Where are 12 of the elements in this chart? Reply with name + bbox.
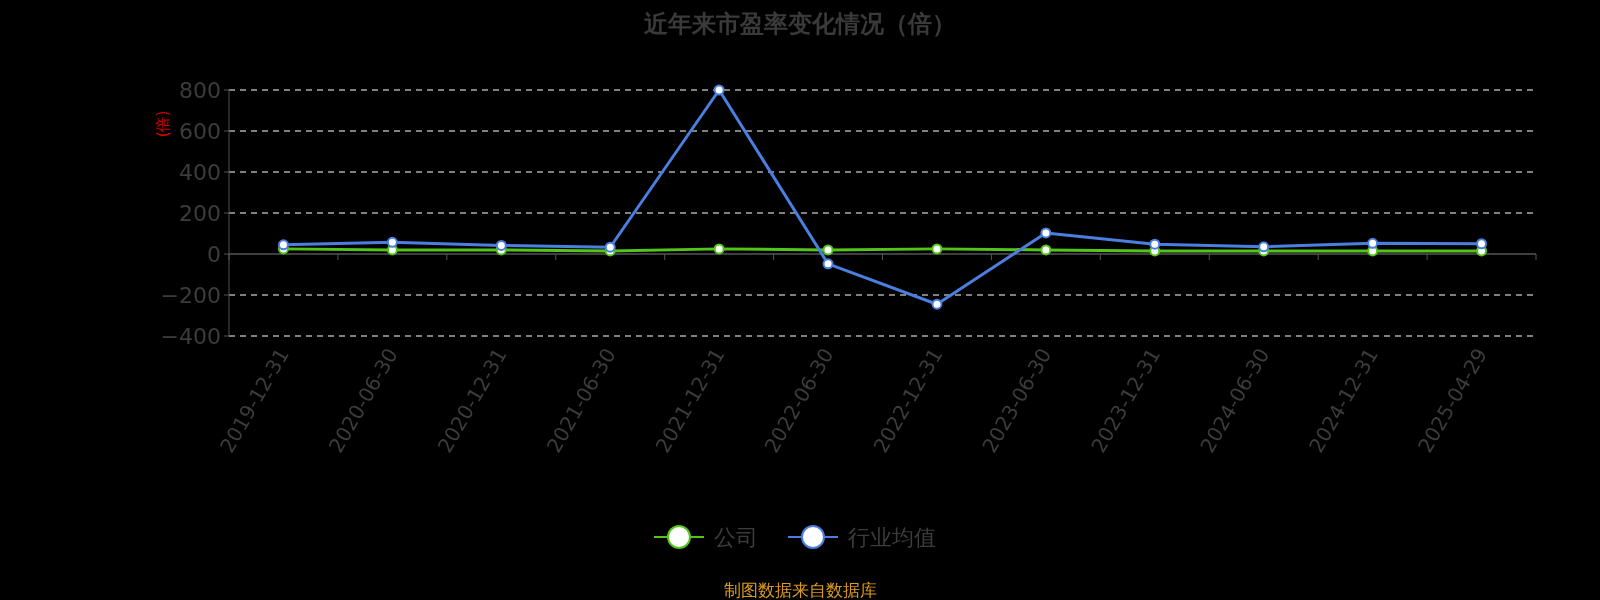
y-tick-label: 200: [179, 201, 221, 226]
legend-label: 公司: [714, 525, 758, 550]
y-tick-label: −200: [160, 283, 221, 308]
y-tick-label: 400: [179, 160, 221, 185]
chart-title: 近年来市盈率变化情况（倍）: [644, 10, 956, 38]
y-axis-title: (倍): [154, 110, 172, 138]
legend-label: 行业均值: [848, 525, 936, 550]
text: 制图数据来自数据库: [723, 580, 877, 600]
y-tick-label: −400: [160, 324, 221, 349]
y-tick-label: 0: [207, 242, 221, 267]
y-tick-label: 800: [179, 78, 221, 103]
y-tick-label: 600: [179, 119, 221, 144]
